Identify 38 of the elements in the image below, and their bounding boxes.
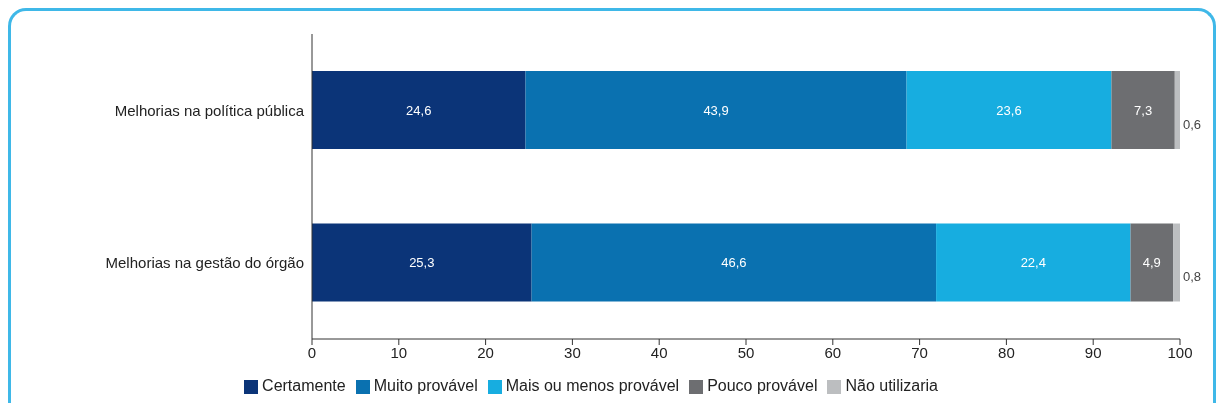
legend-label: Pouco provável <box>707 377 818 394</box>
data-label: 23,6 <box>996 102 1022 118</box>
x-tick-label: 30 <box>564 343 581 361</box>
bar <box>312 223 532 302</box>
bar <box>1130 223 1174 302</box>
data-label: 43,9 <box>703 102 729 118</box>
data-label: 46,6 <box>721 255 747 270</box>
legend-label: Muito provável <box>373 377 478 394</box>
x-tick-label: 20 <box>477 343 494 361</box>
x-tick-label: 80 <box>998 343 1015 361</box>
y-tick-label: Melhorias na política pública <box>114 101 305 119</box>
data-label: 22,4 <box>1020 255 1046 270</box>
bar <box>312 71 526 149</box>
legend-label: Certamente <box>262 377 346 394</box>
legend-label: Não utilizaria <box>845 377 938 394</box>
bar <box>531 223 937 302</box>
data-label: 7,3 <box>1134 102 1153 118</box>
bar <box>936 223 1131 302</box>
bar <box>1111 71 1175 149</box>
data-label: 0,8 <box>1183 269 1202 284</box>
x-tick-label: 60 <box>824 343 842 361</box>
bar <box>525 71 907 149</box>
bar <box>1174 71 1180 149</box>
x-tick-label: 0 <box>307 343 317 361</box>
y-tick-label: Melhorias na gestão do órgão <box>105 254 304 272</box>
x-tick-label: 50 <box>737 343 755 361</box>
x-tick-label: 100 <box>1167 343 1193 361</box>
x-tick-label: 40 <box>650 343 668 361</box>
data-label: 4,9 <box>1142 255 1161 270</box>
x-tick-label: 90 <box>1084 343 1102 361</box>
x-tick-label: 10 <box>390 343 408 361</box>
bar <box>906 71 1112 149</box>
bar <box>1173 223 1180 302</box>
data-label: 0,6 <box>1183 116 1202 132</box>
data-label: 25,3 <box>409 255 435 270</box>
x-tick-label: 70 <box>911 343 928 361</box>
data-label: 24,6 <box>406 102 432 118</box>
legend-label: Mais ou menos provável <box>505 377 680 394</box>
